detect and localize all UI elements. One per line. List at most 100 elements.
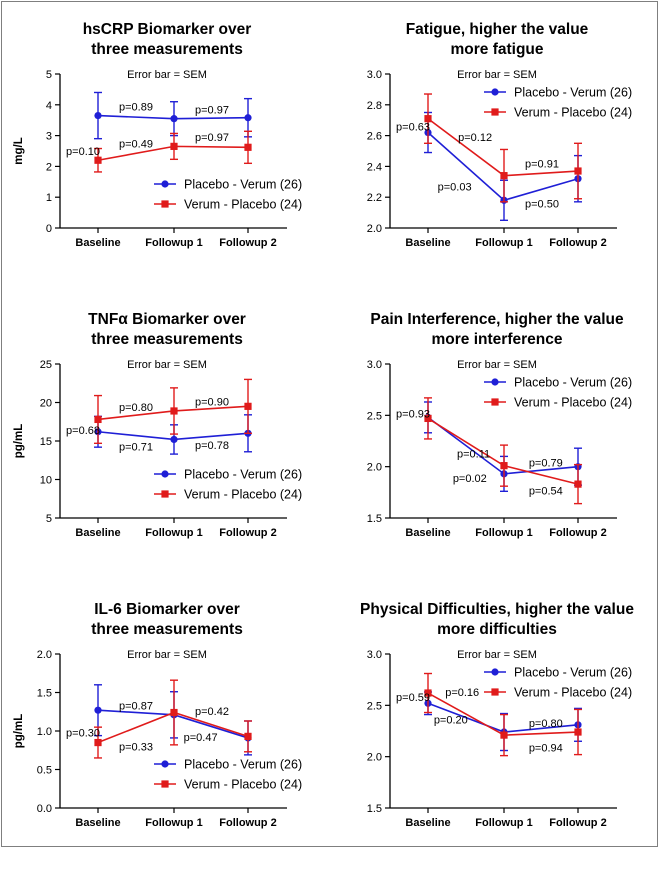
- p-value-label: p=0.02: [453, 473, 487, 485]
- legend-item: Verum - Placebo (24): [154, 778, 302, 792]
- p-value-label: p=0.50: [525, 198, 559, 210]
- y-tick-label: 0.5: [37, 765, 52, 777]
- error-bar-note: Error bar = SEM: [127, 649, 207, 661]
- y-tick-label: 2.0: [367, 462, 382, 474]
- chart-title-line: three measurements: [91, 621, 243, 638]
- data-point-square: [170, 142, 178, 150]
- x-tick-label: Followup 2: [219, 527, 276, 539]
- data-point-square: [94, 415, 102, 424]
- legend-label: Placebo - Verum (26): [514, 86, 632, 100]
- p-value-label: p=0.42: [195, 706, 229, 718]
- data-point-square: [244, 402, 252, 410]
- legend-item: Placebo - Verum (26): [484, 86, 632, 100]
- chart-hscrp: hsCRP Biomarker over three measurements Er…: [2, 6, 332, 289]
- chart-title-line: three measurements: [91, 41, 243, 58]
- y-tick-label: 3.0: [367, 649, 382, 661]
- legend-marker-circle: [491, 668, 499, 676]
- chart-title-line: TNFα Biomarker over: [88, 311, 246, 328]
- p-value-label: p=0.90: [195, 397, 229, 409]
- chart-title-line: IL-6 Biomarker over: [94, 601, 240, 618]
- chart-title-line: Fatigue, higher the value: [406, 21, 589, 38]
- legend-label: Placebo - Verum (26): [514, 376, 632, 390]
- legend-marker-square: [161, 490, 169, 498]
- p-value-label: p=0.47: [184, 732, 218, 744]
- chart-svg: Fatigue, higher the value more fatigue Err…: [367, 21, 632, 249]
- legend-marker-square: [491, 688, 499, 696]
- chart-il6: IL-6 Biomarker over three measurements Err…: [2, 586, 332, 869]
- p-value-label: p=0.49: [119, 138, 153, 150]
- y-tick-label: 2.4: [367, 161, 382, 173]
- error-bar-note: Error bar = SEM: [457, 359, 537, 371]
- p-value-label: p=0.16: [445, 687, 479, 699]
- error-bar-note: Error bar = SEM: [457, 649, 537, 661]
- y-tick-label: 2.5: [367, 700, 382, 712]
- legend-label: Verum - Placebo (24): [184, 778, 302, 792]
- y-tick-label: 25: [40, 359, 52, 371]
- y-tick-label: 15: [40, 436, 52, 448]
- y-tick-label: 0: [46, 223, 52, 235]
- p-value-label: p=0.71: [119, 441, 153, 453]
- y-tick-label: 2.8: [367, 100, 382, 112]
- p-value-label: p=0.59: [396, 692, 430, 704]
- y-axis-label: pg/mL: [13, 714, 25, 749]
- data-point-square: [500, 462, 508, 470]
- x-tick-label: Followup 2: [549, 527, 606, 539]
- x-tick-label: Baseline: [405, 237, 450, 249]
- p-value-label: p=0.97: [195, 132, 229, 144]
- p-value-label: p=0.97: [195, 104, 229, 116]
- p-value-label: p=0.20: [434, 715, 468, 727]
- p-value-label: p=0.10: [66, 146, 100, 158]
- p-value-label: p=0.87: [119, 701, 153, 713]
- chart-title-line: hsCRP Biomarker over: [83, 21, 252, 38]
- x-tick-label: Followup 1: [145, 527, 202, 539]
- legend-item: Placebo - Verum (26): [154, 468, 302, 482]
- data-point-square: [424, 689, 432, 697]
- chart-pain-interference: Pain Interference, higher the value more …: [332, 296, 661, 579]
- p-value-label: p=0.68: [66, 425, 100, 437]
- data-point-square: [170, 407, 178, 415]
- legend-marker-square: [161, 780, 169, 788]
- error-bar-note: Error bar = SEM: [127, 69, 207, 81]
- x-tick-label: Followup 1: [475, 237, 532, 249]
- data-point-circle: [94, 111, 102, 120]
- y-tick-label: 1.5: [367, 513, 382, 525]
- y-tick-label: 2.2: [367, 192, 382, 204]
- x-tick-label: Followup 1: [475, 527, 532, 539]
- x-tick-label: Baseline: [75, 527, 120, 539]
- p-value-label: p=0.30: [66, 728, 100, 740]
- x-tick-label: Followup 1: [145, 817, 202, 829]
- x-tick-label: Followup 1: [475, 817, 532, 829]
- y-tick-label: 2.6: [367, 131, 382, 143]
- y-tick-label: 1.5: [37, 688, 52, 700]
- chart-title-line: more interference: [432, 331, 563, 348]
- data-point-circle: [94, 706, 102, 714]
- p-value-label: p=0.93: [396, 408, 430, 420]
- data-point-square: [170, 708, 178, 717]
- data-point-square: [94, 738, 102, 747]
- legend-marker-circle: [161, 180, 169, 188]
- chart-svg: TNFα Biomarker over three measurements Err…: [13, 311, 302, 539]
- legend-item: Verum - Placebo (24): [484, 396, 632, 410]
- x-tick-label: Baseline: [405, 817, 450, 829]
- legend-item: Verum - Placebo (24): [484, 686, 632, 700]
- x-tick-label: Baseline: [405, 527, 450, 539]
- legend-label: Placebo - Verum (26): [514, 666, 632, 680]
- y-tick-label: 1: [46, 192, 52, 204]
- legend-label: Placebo - Verum (26): [184, 468, 302, 482]
- y-tick-label: 4: [46, 100, 52, 112]
- data-point-square: [424, 414, 432, 423]
- figure-frame: hsCRP Biomarker over three measurements Er…: [1, 1, 658, 847]
- legend-label: Verum - Placebo (24): [514, 106, 632, 120]
- legend-item: Placebo - Verum (26): [484, 376, 632, 390]
- x-tick-label: Followup 2: [219, 817, 276, 829]
- y-tick-label: 2.0: [37, 649, 52, 661]
- chart-svg: Pain Interference, higher the value more …: [367, 311, 632, 539]
- y-tick-label: 20: [40, 398, 52, 410]
- y-tick-label: 2.0: [367, 752, 382, 764]
- error-bar-note: Error bar = SEM: [457, 69, 537, 81]
- legend-label: Verum - Placebo (24): [184, 198, 302, 212]
- data-point-square: [574, 480, 582, 488]
- y-axis-label: mg/L: [13, 137, 25, 164]
- legend-marker-square: [491, 108, 499, 116]
- y-tick-label: 2: [46, 161, 52, 173]
